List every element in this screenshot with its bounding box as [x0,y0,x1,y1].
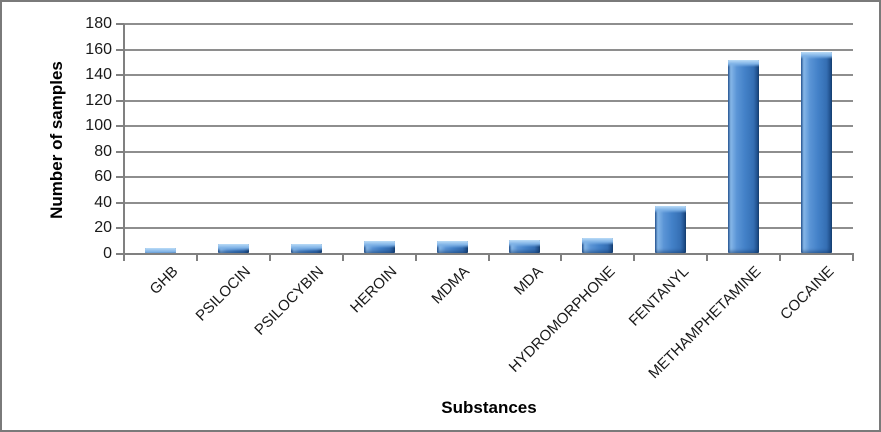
y-axis-tick [116,201,124,204]
gridline [124,150,853,153]
x-axis-tick [195,254,198,261]
x-axis-category-label: COCAINE [777,263,838,324]
y-axis-tick-label: 120 [85,91,112,109]
x-axis-tick [268,254,271,261]
x-axis-title: Substances [441,398,537,417]
gridline [124,74,853,77]
bar-methamphetamine [728,60,759,253]
x-axis-tick [341,254,344,261]
bar-mda [509,240,540,253]
gridline [124,201,853,204]
y-axis-tick [116,23,124,25]
bar-hydromorphone [582,238,613,253]
x-axis-tick [560,254,563,261]
x-axis-category-label: HEROIN [346,263,401,317]
gridline [124,48,853,51]
x-axis-tick [487,254,490,261]
y-axis-tick-label: 100 [85,117,112,135]
y-axis-tick [116,227,124,230]
x-axis-category-label: FENTANYL [625,263,692,330]
bar-psilocybin [291,244,322,253]
bar-heroin [364,241,395,253]
y-axis-tick [116,48,124,51]
y-axis-title: Number of samples [47,61,66,219]
y-axis-tick [116,125,124,128]
y-axis-line [123,24,125,255]
y-axis-tick-label: 40 [94,193,112,211]
gridline [124,176,853,179]
y-axis-tick [116,74,124,77]
x-axis-tick [414,254,417,261]
x-axis-tick [123,254,125,261]
bar-cocaine [801,52,832,253]
x-axis-tick [852,254,854,261]
x-axis-category-label: PSILOCYBIN [251,263,328,339]
x-axis-tick [779,254,782,261]
bar-psilocin [218,244,249,253]
y-axis-tick-label: 0 [103,245,112,262]
y-axis-tick [116,150,124,153]
y-axis-tick-label: 20 [94,219,112,237]
bar-fentanyl [655,206,686,253]
y-axis-tick [116,176,124,179]
x-axis-category-label: MDA [510,263,546,299]
x-axis-category-label: MDMA [428,263,474,308]
y-axis-tick [116,99,124,102]
y-axis-tick [116,253,124,255]
y-axis-tick-label: 160 [85,40,112,58]
gridline [124,125,853,128]
x-axis-category-label: PSILOCIN [192,263,255,325]
y-axis-tick-label: 140 [85,66,112,84]
x-axis-tick [633,254,636,261]
gridline [124,99,853,102]
y-axis-tick-label: 180 [85,15,112,32]
bar-ghb [145,248,176,253]
y-axis-tick-label: 80 [94,142,112,160]
y-axis-tick-label: 60 [94,168,112,186]
gridline [124,23,853,25]
gridline [124,227,853,230]
x-axis-category-label: GHB [146,263,182,299]
x-axis-tick [706,254,709,261]
bar-mdma [437,241,468,253]
